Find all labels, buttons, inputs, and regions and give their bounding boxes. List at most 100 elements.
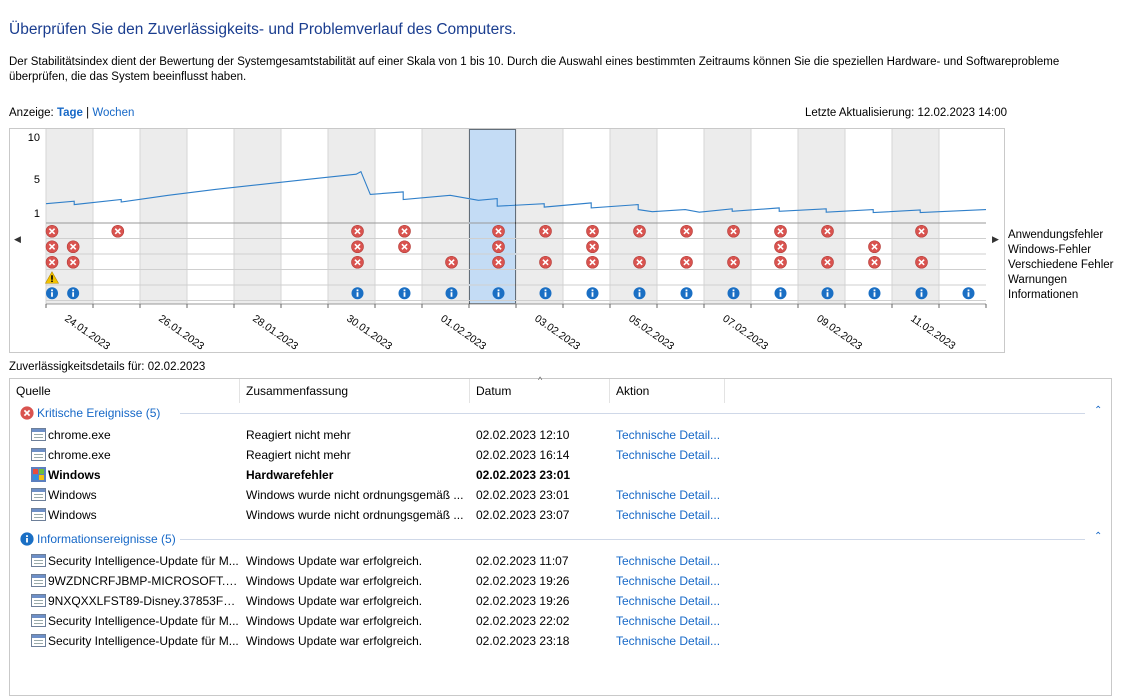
cell-summary: Windows Update war erfolgreich. [246,574,423,588]
error-icon-cross [48,228,56,235]
view-weeks-link[interactable]: Wochen [92,107,135,119]
x-date-label: 30.01.2023 [344,313,394,353]
cell-source: Security Intelligence-Update für M... [48,614,239,628]
collapse-chevron-icon[interactable]: ⌃ [1094,405,1103,416]
error-icon-cross [636,259,643,266]
cell-source: chrome.exe [48,428,111,442]
warning-icon-bar [51,275,53,280]
info-icon-bar [544,292,547,297]
view-selector: Anzeige: Tage | Wochen [9,107,134,119]
technical-details-link[interactable]: Technische Detail... [616,614,721,628]
cell-summary: Windows Update war erfolgreich. [246,634,423,648]
info-icon-dot [685,289,688,292]
column-header-summary[interactable]: Zusammenfassung [240,379,470,403]
error-icon-cross [354,259,361,266]
error-icon [20,406,34,420]
info-icon-dot [72,289,75,292]
cell-date: 02.02.2023 11:07 [476,554,569,568]
column-header-action[interactable]: Aktion [610,379,725,403]
cell-summary: Windows Update war erfolgreich. [246,614,423,628]
table-row[interactable]: chrome.exe Reagiert nicht mehr 02.02.2023 … [10,445,1111,465]
error-icon-cross [871,243,878,250]
table-row[interactable]: 9WZDNCRFJBMP-MICROSOFT.WI... Windows Upda… [10,571,1111,591]
info-icon-dot [967,289,970,292]
sort-caret-icon: ^ [538,375,543,385]
legend-misc-errors: Verschiedene Fehler [1008,259,1114,271]
chart-column [281,129,328,304]
collapse-chevron-icon[interactable]: ⌃ [1094,531,1103,542]
technical-details-link[interactable]: Technische Detail... [616,594,721,608]
last-update-label: Letzte Aktualisierung: 12.02.2023 14:00 [805,107,1008,119]
view-days-link[interactable]: Tage [56,107,83,119]
info-icon-bar [497,292,500,297]
view-label: Anzeige: [9,107,54,119]
group-header[interactable]: Informationsereignisse (5) [20,530,176,548]
group-title: Kritische Ereignisse (5) [37,406,161,420]
info-icon-bar [920,292,923,297]
selected-column [469,129,516,304]
table-row[interactable]: Windows Windows wurde nicht ordnungsgemäß… [10,505,1111,525]
table-row[interactable]: Windows Hardwarefehler 02.02.2023 23:01 [10,465,1111,485]
table-row[interactable]: Security Intelligence-Update für M... Win… [10,551,1111,571]
cell-source: Windows [48,468,101,482]
technical-details-link[interactable]: Technische Detail... [616,508,721,522]
error-icon-cross [114,228,121,235]
chart-column [798,129,845,304]
error-icon-cross [777,228,784,235]
technical-details-link[interactable]: Technische Detail... [616,574,721,588]
technical-details-link[interactable]: Technische Detail... [616,488,721,502]
error-icon-cross [589,243,596,250]
info-icon-dot [732,289,735,292]
cell-source: Windows [48,488,97,502]
table-row[interactable]: Security Intelligence-Update für M... Win… [10,631,1111,651]
group-header[interactable]: Kritische Ereignisse (5) [20,404,160,422]
application-window-icon [31,574,46,587]
cell-summary: Windows Update war erfolgreich. [246,594,423,608]
application-window-icon [31,448,46,461]
scroll-left-arrow[interactable]: ◀ [14,234,21,244]
cell-source: Windows [48,508,97,522]
reliability-chart[interactable]: 10 5 1 24.01.2023 26.01.2023 28.01.2023 30.01.… [9,128,1005,353]
error-icon-cross [401,243,408,250]
scroll-right-arrow[interactable]: ▶ [992,234,999,244]
chart-column [187,129,234,304]
cell-date: 02.02.2023 23:01 [476,488,570,502]
group-separator [180,413,1085,414]
y-tick-label: 10 [28,132,40,144]
error-icon-cross [69,259,77,266]
info-icon-dot [873,289,876,292]
info-icon-bar [638,292,641,297]
error-icon-cross [636,228,643,235]
column-header-source[interactable]: Quelle [10,379,240,403]
table-row[interactable]: chrome.exe Reagiert nicht mehr 02.02.2023 … [10,425,1111,445]
cell-summary: Hardwarefehler [246,468,334,482]
info-icon-bar [591,292,594,297]
info-icon-bar [403,292,406,297]
technical-details-link[interactable]: Technische Detail... [616,428,721,442]
info-icon [20,532,34,546]
info-icon-bar [779,292,782,297]
legend-information: Informationen [1008,289,1079,301]
table-row[interactable]: 9NXQXXLFST89-Disney.37853FC22... Windows … [10,591,1111,611]
technical-details-link[interactable]: Technische Detail... [616,448,721,462]
technical-details-link[interactable]: Technische Detail... [616,554,721,568]
details-label: Zuverlässigkeitsdetails für: 02.02.2023 [9,361,206,373]
cell-date: 02.02.2023 16:14 [476,448,570,462]
column-header-date[interactable]: Datum [470,379,610,403]
cell-summary: Reagiert nicht mehr [246,428,351,442]
error-icon-cross [824,228,831,235]
info-icon-dot [826,289,829,292]
x-date-label: 11.02.2023 [908,313,957,353]
application-window-icon [31,634,46,647]
cell-source: 9WZDNCRFJBMP-MICROSOFT.WI... [48,574,240,588]
table-row[interactable]: Security Intelligence-Update für M... Win… [10,611,1111,631]
technical-details-link[interactable]: Technische Detail... [616,634,721,648]
chart-column [704,129,751,304]
reliability-chart-svg: 10 5 1 24.01.2023 26.01.2023 28.01.2023 30.01.… [28,129,987,353]
y-tick-label: 1 [34,208,40,220]
chart-column [93,129,140,304]
legend-application-errors: Anwendungsfehler [1008,229,1104,241]
cell-date: 02.02.2023 19:26 [476,574,570,588]
table-row[interactable]: Windows Windows wurde nicht ordnungsgemäß… [10,485,1111,505]
error-icon-cross [730,228,737,235]
